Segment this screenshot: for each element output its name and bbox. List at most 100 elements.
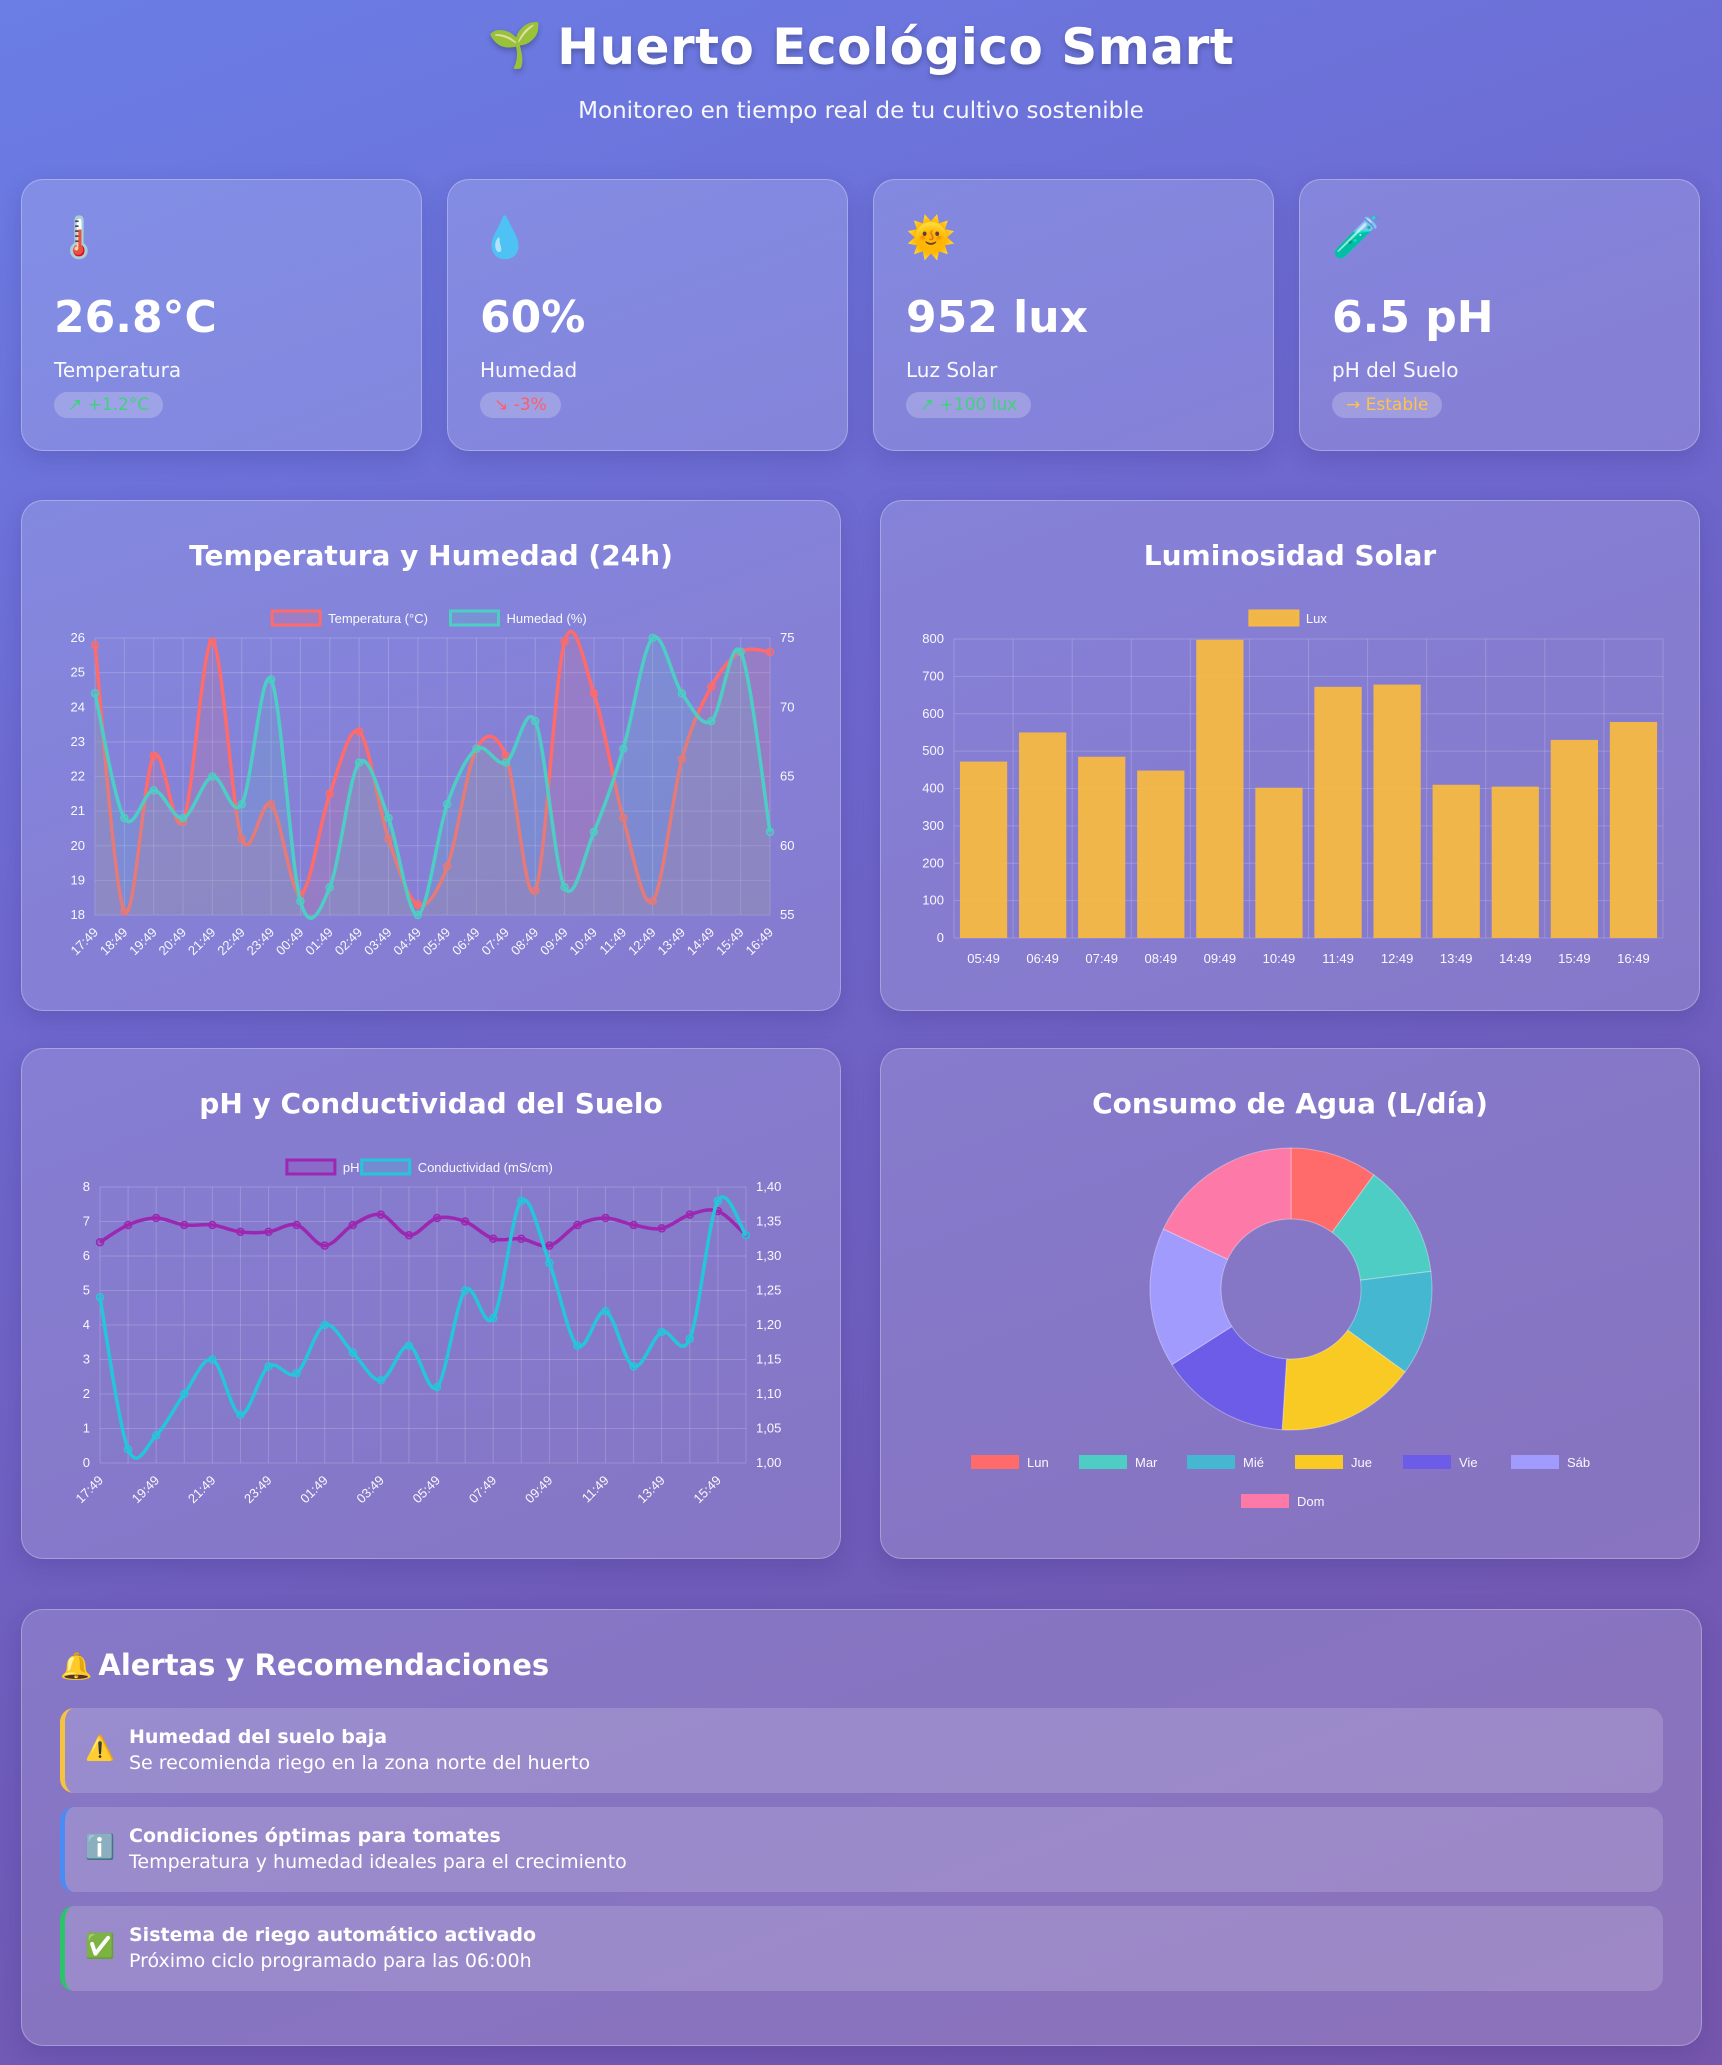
- legend-swatch: [1187, 1455, 1235, 1469]
- data-point: [325, 789, 335, 799]
- alert-item[interactable]: ✅ Sistema de riego automático activado P…: [60, 1906, 1663, 1991]
- data-point: [765, 647, 775, 657]
- y2-tick-label: 1,35: [756, 1214, 781, 1229]
- x-tick-label: 10:49: [1263, 951, 1296, 966]
- y-tick-label: 6: [83, 1248, 90, 1263]
- data-point: [601, 1213, 610, 1223]
- page-subtitle: Monitoreo en tiempo real de tu cultivo s…: [578, 98, 1144, 124]
- y-tick-label: 2: [83, 1386, 90, 1401]
- bar: [1491, 786, 1539, 938]
- legend-label: Temperatura (°C): [328, 611, 428, 626]
- data-point: [90, 640, 100, 650]
- water-doughnut-chart: Lun Mar Mié Jue Vie Sáb Dom: [971, 1147, 1590, 1509]
- data-point: [707, 716, 716, 726]
- data-point: [120, 813, 129, 823]
- stat-trend: ↘ -3%: [480, 392, 561, 418]
- x-tick-label: 05:49: [410, 1473, 444, 1507]
- data-point: [629, 1362, 638, 1371]
- data-point: [685, 1334, 695, 1344]
- data-point: [488, 1234, 498, 1243]
- legend-label: Mar: [1135, 1455, 1158, 1470]
- y2-tick-label: 55: [780, 907, 794, 922]
- data-point: [677, 754, 687, 764]
- data-point: [530, 886, 540, 896]
- y-tick-label: 18: [71, 907, 85, 922]
- y-tick-label: 5: [83, 1283, 90, 1298]
- x-tick-label: 12:49: [1381, 951, 1414, 966]
- alert-item[interactable]: ⚠️ Humedad del suelo baja Se recomienda …: [60, 1708, 1663, 1793]
- x-tick-label: 14:49: [684, 925, 718, 959]
- x-tick-label: 21:49: [185, 925, 219, 959]
- x-tick-label: 18:49: [97, 925, 131, 959]
- x-tick-label: 06:49: [1026, 951, 1059, 966]
- x-tick-label: 14:49: [1499, 951, 1532, 966]
- y-tick-label: 200: [922, 855, 944, 870]
- data-point: [601, 1306, 610, 1316]
- y-tick-label: 3: [83, 1352, 90, 1367]
- alert-item[interactable]: ℹ️ Condiciones óptimas para tomates Temp…: [60, 1807, 1663, 1892]
- legend-label: Sáb: [1567, 1455, 1590, 1470]
- stat-trend: → Estable: [1332, 392, 1443, 418]
- x-tick-label: 07:49: [1085, 951, 1118, 966]
- data-point: [404, 1231, 414, 1240]
- alerts-title: 🔔 Alertas y Recomendaciones: [60, 1648, 550, 1682]
- data-point: [123, 1220, 133, 1230]
- legend-label: Mié: [1243, 1455, 1264, 1470]
- x-tick-label: 04:49: [390, 925, 424, 959]
- data-point: [90, 689, 100, 698]
- y2-tick-label: 1,20: [756, 1317, 781, 1332]
- bar: [1196, 639, 1244, 938]
- x-tick-label: 06:49: [449, 925, 483, 959]
- y-tick-label: 0: [83, 1455, 90, 1470]
- data-point: [354, 727, 364, 736]
- page-header: 🌱 Huerto Ecológico Smart Monitoreo en tie…: [0, 18, 1722, 124]
- data-point: [501, 758, 511, 767]
- x-tick-label: 11:49: [1322, 951, 1354, 966]
- y-tick-label: 1: [83, 1421, 90, 1436]
- data-point: [95, 1237, 105, 1247]
- legend-label: Conductividad (mS/cm): [418, 1160, 553, 1175]
- bar: [1609, 721, 1658, 938]
- y-tick-label: 21: [71, 803, 85, 818]
- temp-humidity-chart: 18 19 20 21 22 23 24 25 26 55 60 65 70 75 17:4918:4919…: [68, 609, 794, 959]
- alert-title: Humedad del suelo baja: [129, 1726, 388, 1748]
- data-point: [325, 883, 335, 892]
- data-point: [180, 1220, 189, 1230]
- data-point: [208, 637, 217, 646]
- x-tick-label: 21:49: [185, 1473, 219, 1507]
- data-point: [292, 1369, 301, 1378]
- data-point: [264, 1362, 273, 1371]
- series-line: [99, 1208, 748, 1248]
- y-tick-label: 23: [71, 734, 85, 749]
- stat-card-ph: 🧪 6.5 pH pH del Suelo → Estable: [1299, 179, 1700, 451]
- chart-card-water: Consumo de Agua (L/día) Lun Mar Mié Jue Vie S…: [880, 1048, 1700, 1559]
- y2-tick-label: 65: [780, 769, 794, 784]
- data-point: [208, 1355, 217, 1364]
- data-point: [266, 799, 276, 809]
- data-point: [545, 1241, 554, 1250]
- data-point: [208, 772, 217, 781]
- data-point: [95, 1293, 105, 1302]
- data-point: [320, 1320, 329, 1330]
- y2-tick-label: 60: [780, 838, 794, 853]
- data-point: [573, 1220, 582, 1230]
- alert-description: Temperatura y humedad ideales para el cr…: [129, 1851, 627, 1873]
- y2-tick-label: 1,00: [756, 1455, 781, 1470]
- data-point: [685, 1210, 695, 1219]
- stat-card-temperature: 🌡️ 26.8°C Temperatura ↗ +1.2°C: [21, 179, 422, 451]
- y2-tick-label: 1,10: [756, 1386, 781, 1401]
- y-tick-label: 25: [71, 665, 85, 680]
- data-point: [657, 1327, 666, 1337]
- data-point: [151, 1213, 161, 1223]
- stat-trend: ↗ +1.2°C: [54, 392, 164, 418]
- chart-card-temp-humidity: Temperatura y Humedad (24h) 18 19 20 21 22 23…: [21, 500, 841, 1011]
- x-tick-label: 15:49: [713, 925, 747, 959]
- x-tick-label: 23:49: [244, 925, 278, 959]
- data-point: [296, 896, 305, 906]
- data-point: [460, 1217, 470, 1226]
- stat-card-humidity: 💧 60% Humedad ↘ -3%: [447, 179, 848, 451]
- legend-swatch: [1403, 1455, 1451, 1469]
- alert-description: Se recomienda riego en la zona norte del…: [129, 1752, 591, 1774]
- x-tick-label: 13:49: [634, 1473, 668, 1507]
- x-tick-label: 13:49: [654, 925, 688, 959]
